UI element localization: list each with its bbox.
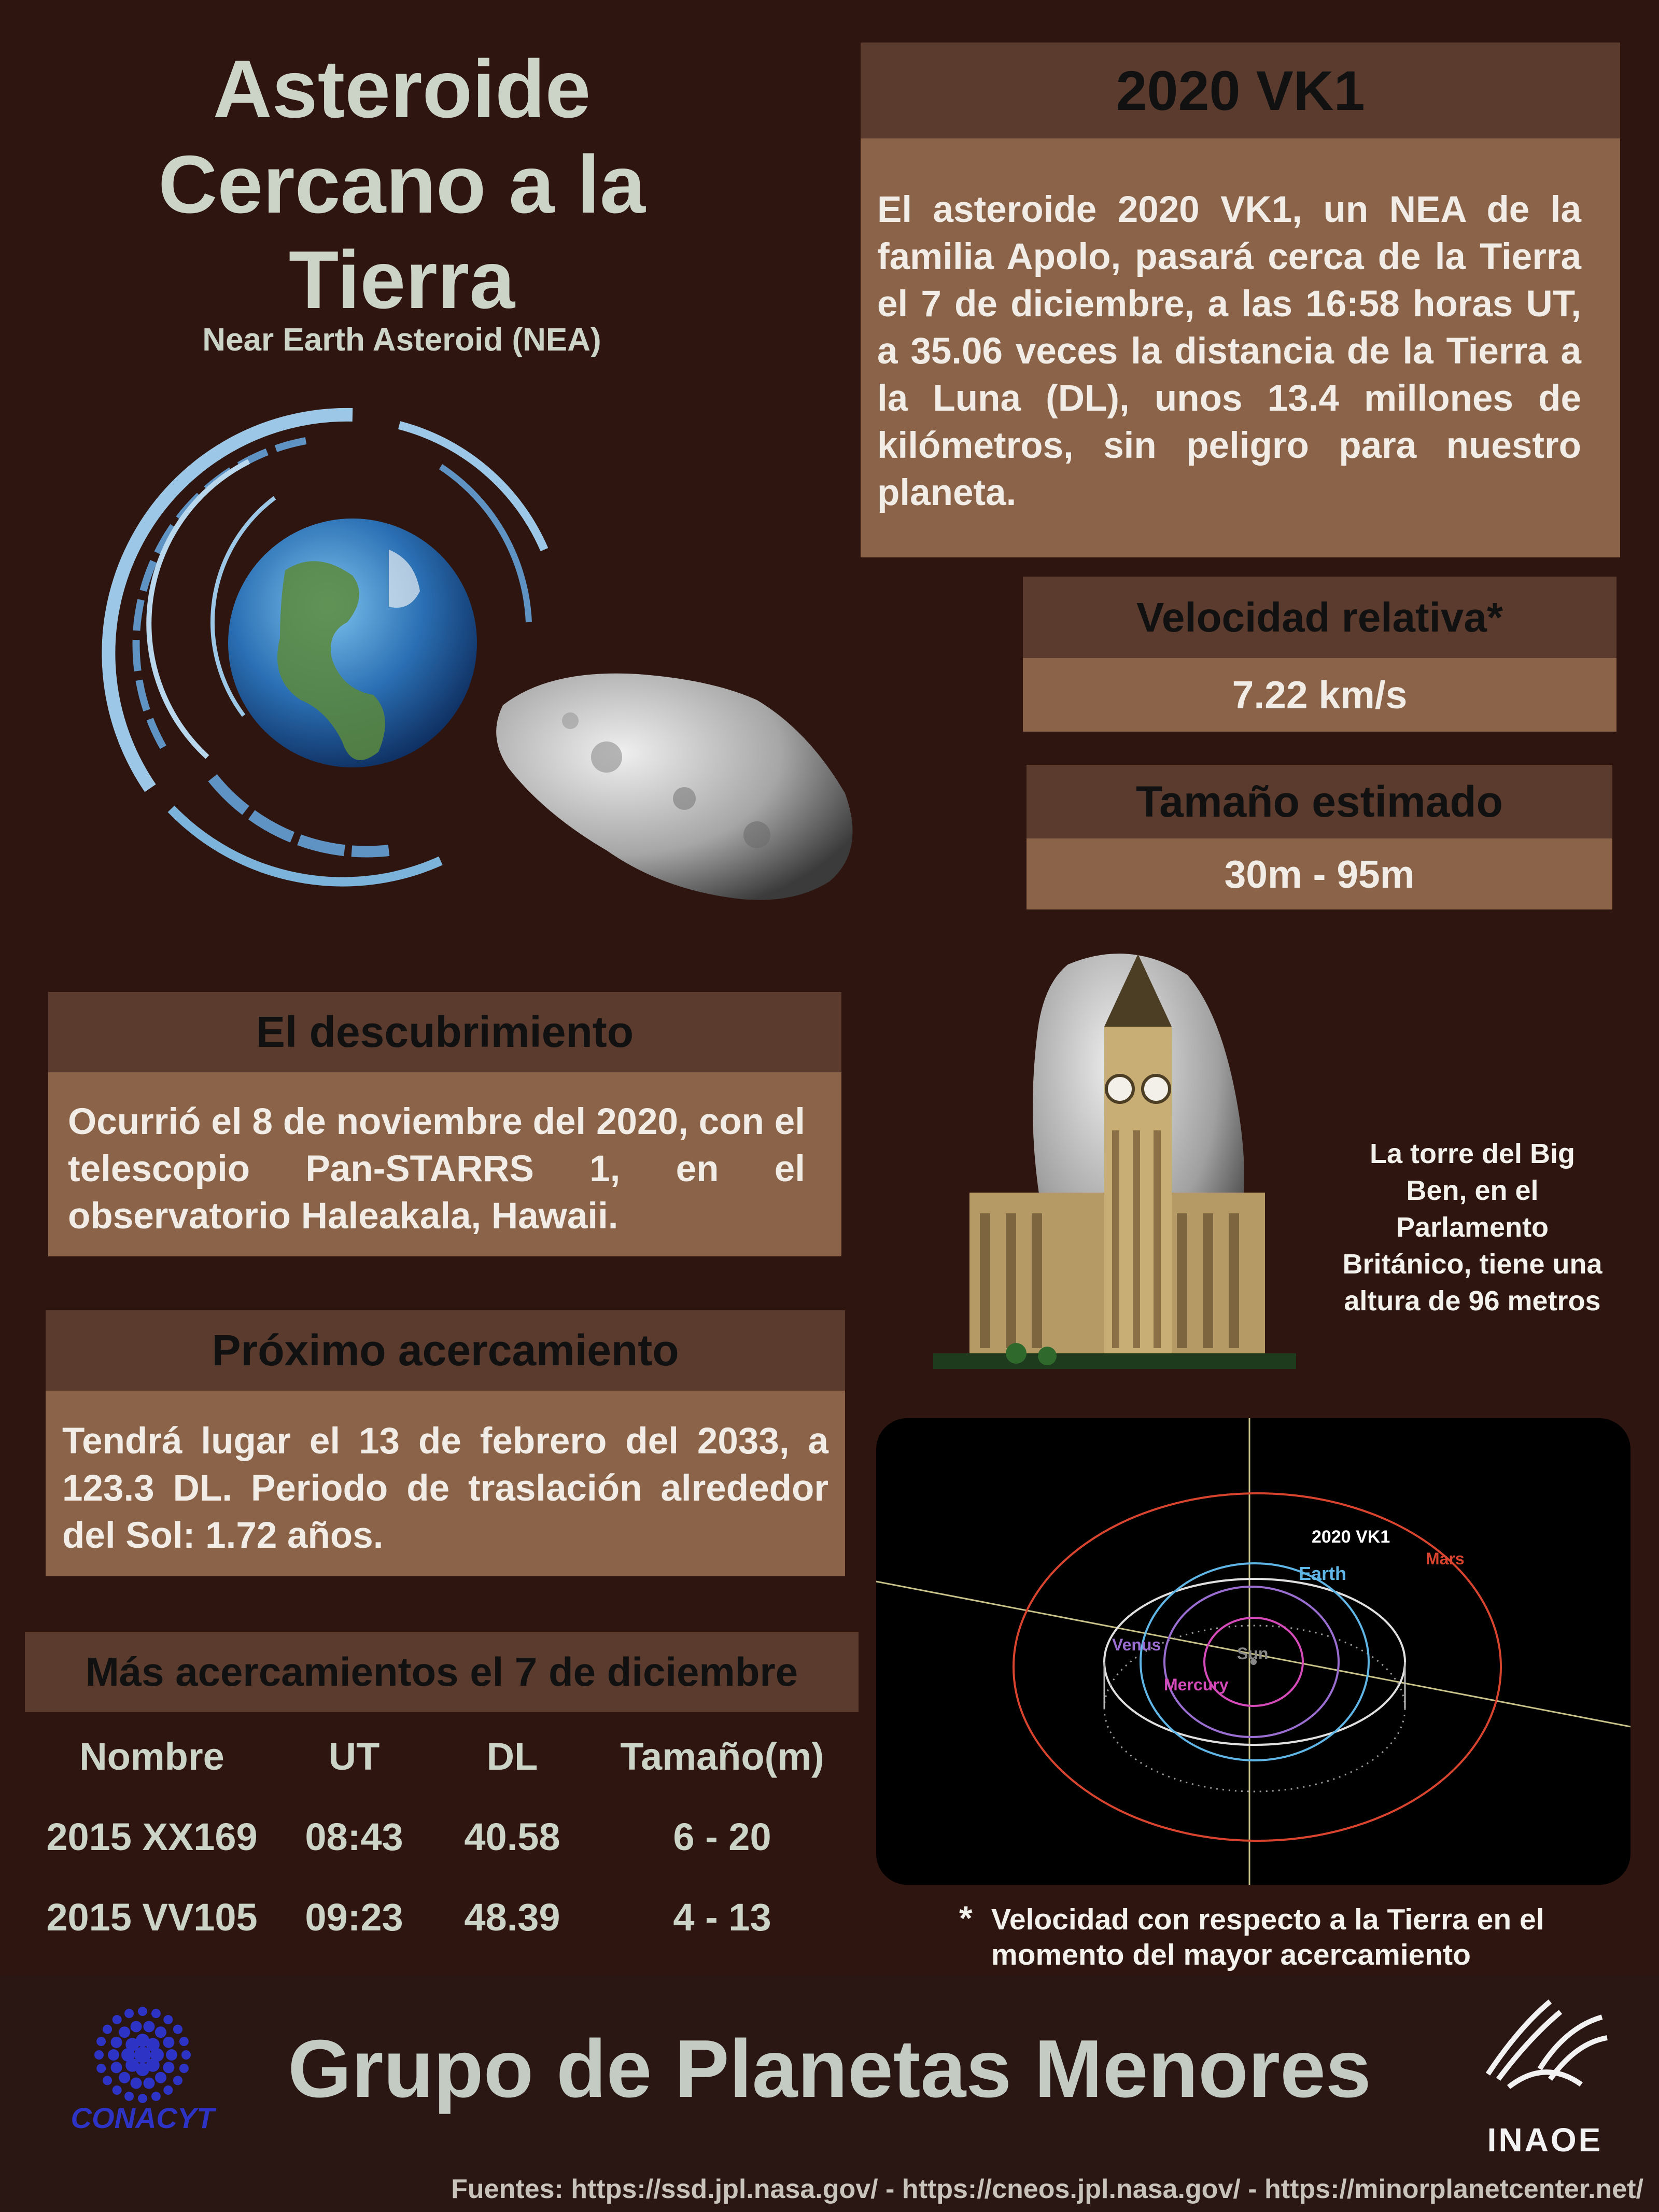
inaoe-logo-icon	[1485, 1999, 1608, 2089]
header-dl: DL	[486, 1735, 538, 1778]
row-2-ut: 09:23	[305, 1896, 403, 1939]
size-value: 30m - 95m	[1224, 852, 1415, 896]
conacyt-label: CONACYT	[71, 2102, 215, 2134]
caption-line-4: Británico, tiene una	[1342, 1249, 1602, 1280]
table-row: 2015 VV105 09:23 48.39 4 - 13	[25, 1890, 859, 1944]
approaches-table: Nombre UT DL Tamaño(m) 2015 XX169 08:43 …	[25, 1729, 859, 1944]
size-header: Tamaño estimado	[1027, 765, 1612, 838]
orbit-diagram: 2020 VK1 Earth Mars Venus Mercury Sun	[876, 1418, 1630, 1885]
velocity-value-box: 7.22 km/s	[1023, 658, 1616, 732]
subtitle: Near Earth Asteroid (NEA)	[202, 322, 601, 358]
size-label: Tamaño estimado	[1136, 777, 1503, 826]
caption-line-3: Parlamento	[1396, 1212, 1549, 1243]
footer	[0, 1976, 1659, 2212]
row-1-ut: 08:43	[305, 1815, 403, 1858]
row-2-name: 2015 VV105	[46, 1896, 258, 1939]
row-1-dl: 40.58	[464, 1815, 560, 1858]
title-line-3: Tierra	[288, 234, 515, 326]
caption-line-1: La torre del Big	[1369, 1138, 1576, 1169]
discovery-text: Ocurrió el 8 de noviembre del 2020, con …	[48, 1072, 841, 1256]
asteroid-name: 2020 VK1	[1116, 59, 1365, 122]
table-row: 2015 XX169 08:43 40.58 6 - 20	[25, 1810, 859, 1864]
row-2-dl: 48.39	[464, 1896, 560, 1939]
earth-illustration	[102, 408, 549, 887]
table-header-row: Nombre UT DL Tamaño(m)	[25, 1729, 859, 1784]
main-title: Asteroide Cercano a la Tierra	[67, 41, 736, 328]
row-2-size: 4 - 13	[673, 1896, 771, 1939]
label-earth: Earth	[1299, 1563, 1346, 1584]
asteroid-illustration	[496, 673, 853, 900]
size-value-box: 30m - 95m	[1027, 838, 1612, 909]
big-ben-illustration	[933, 954, 1296, 1369]
next-approach-label: Próximo acercamiento	[212, 1326, 679, 1375]
more-approaches-label: Más acercamientos el 7 de diciembre	[85, 1649, 798, 1695]
velocity-header: Velocidad relativa*	[1023, 577, 1616, 658]
discovery-label: El descubrimiento	[256, 1007, 634, 1056]
asteroid-description: El asteroide 2020 VK1, un NEA de la fami…	[861, 138, 1620, 557]
header-ut: UT	[328, 1735, 380, 1778]
inaoe-label: INAOE	[1487, 2121, 1603, 2159]
header-nombre: Nombre	[79, 1735, 224, 1778]
note-line-1: Velocidad con respecto a la Tierra en el	[991, 1903, 1544, 1936]
caption-line-5: altura de 96 metros	[1344, 1285, 1601, 1317]
velocity-label: Velocidad relativa*	[1136, 594, 1503, 640]
next-approach-text: Tendrá lugar el 13 de febrero del 2033, …	[46, 1391, 845, 1576]
discovery-header: El descubrimiento	[48, 992, 841, 1072]
row-1-name: 2015 XX169	[46, 1815, 258, 1858]
orbit-svg: 2020 VK1 Earth Mars Venus Mercury Sun	[876, 1418, 1630, 1885]
note-asterisk: *	[959, 1899, 973, 1937]
label-sun: Sun	[1237, 1644, 1268, 1663]
next-approach-header: Próximo acercamiento	[46, 1310, 845, 1391]
label-mercury: Mercury	[1164, 1675, 1229, 1694]
big-ben-caption: La torre del Big Ben, en el Parlamento B…	[1317, 1136, 1628, 1320]
title-line-1: Asteroide	[213, 44, 591, 135]
velocity-note: Velocidad con respecto a la Tierra en el…	[991, 1902, 1639, 1972]
more-approaches-header: Más acercamientos el 7 de diciembre	[25, 1632, 859, 1712]
label-asteroid: 2020 VK1	[1312, 1527, 1390, 1547]
conacyt-logo-icon	[94, 2007, 191, 2103]
caption-line-2: Ben, en el	[1406, 1175, 1539, 1206]
label-mars: Mars	[1426, 1549, 1465, 1568]
row-1-size: 6 - 20	[673, 1815, 771, 1858]
label-venus: Venus	[1112, 1635, 1161, 1654]
title-line-2: Cercano a la	[158, 139, 645, 230]
header-tamano: Tamaño(m)	[620, 1735, 824, 1778]
velocity-value: 7.22 km/s	[1232, 673, 1408, 717]
footer-group-title: Grupo de Planetas Menores	[288, 2023, 1371, 2115]
sources: Fuentes: https://ssd.jpl.nasa.gov/ - htt…	[451, 2174, 1643, 2204]
asteroid-name-header: 2020 VK1	[861, 43, 1620, 138]
note-line-2: momento del mayor acercamiento	[991, 1938, 1471, 1971]
